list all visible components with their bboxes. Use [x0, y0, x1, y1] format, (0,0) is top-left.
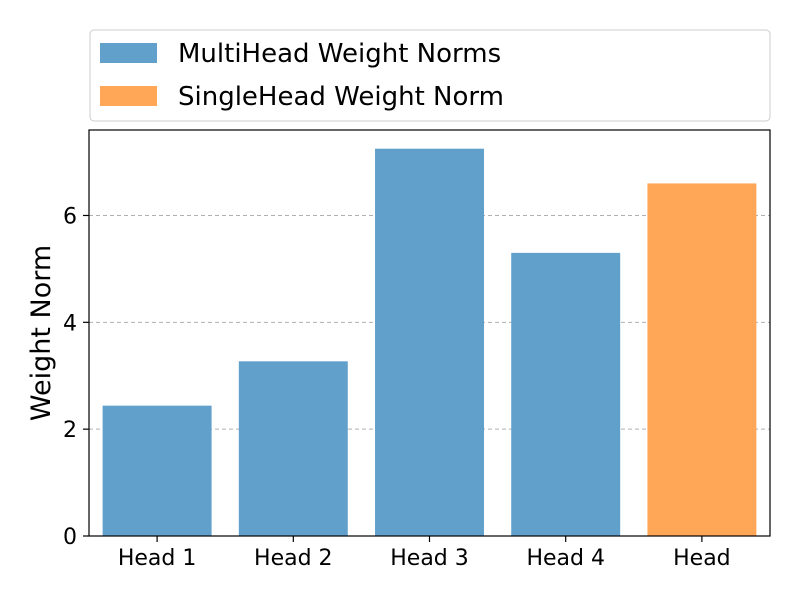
y-tick-label: 2 [63, 418, 77, 443]
legend-swatch-singlehead [100, 86, 157, 106]
y-axis-ticks: 0 2 4 6 [63, 204, 89, 550]
x-tick-label: Head 3 [390, 546, 469, 571]
bar-head-3 [375, 148, 484, 536]
legend-swatch-multihead [100, 43, 157, 63]
y-axis-label: Weight Norm [26, 245, 57, 421]
bar-head [647, 183, 757, 536]
legend: MultiHead Weight Norms SingleHead Weight… [89, 29, 771, 122]
x-axis-ticks: Head 1 Head 2 Head 3 Head 4 Head [118, 536, 731, 571]
x-tick-label: Head [673, 546, 731, 571]
legend-label-multihead: MultiHead Weight Norms [178, 39, 501, 69]
legend-label-singlehead: SingleHead Weight Norm [178, 82, 504, 112]
bar-head-4 [511, 252, 621, 537]
bars [102, 148, 757, 537]
legend-frame [89, 29, 771, 122]
x-tick-label: Head 1 [118, 546, 197, 571]
y-tick-label: 6 [63, 204, 77, 229]
x-tick-label: Head 4 [526, 546, 605, 571]
x-tick-label: Head 2 [254, 546, 333, 571]
bar-head-1 [102, 405, 212, 536]
y-tick-label: 0 [63, 525, 77, 550]
y-tick-label: 4 [63, 311, 77, 336]
bar-head-2 [238, 361, 348, 536]
